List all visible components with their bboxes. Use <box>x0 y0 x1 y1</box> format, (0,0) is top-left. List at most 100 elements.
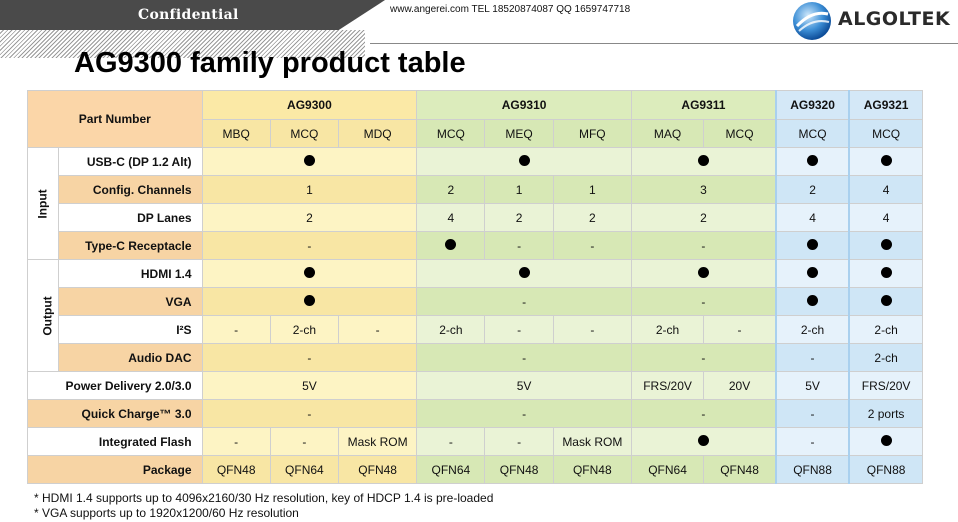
contact-info: www.angerei.com TEL 18520874087 QQ 16597… <box>390 4 631 15</box>
value-cell: 2 <box>774 175 850 204</box>
confidential-banner <box>0 0 385 30</box>
value-cell: Mask ROM <box>337 427 418 456</box>
value-cell: 2 <box>484 203 554 232</box>
bullet-cell <box>848 231 924 260</box>
row-label: Type-C Receptacle <box>58 231 203 260</box>
row-label: HDMI 1.4 <box>58 259 203 288</box>
value-cell: - <box>484 315 554 344</box>
logo-text: ALGOLTEK <box>838 8 951 30</box>
bullet-cell <box>416 231 486 260</box>
bullet-cell <box>774 287 850 316</box>
bullet-cell <box>848 427 924 456</box>
value-cell: - <box>774 399 850 428</box>
row-flash: Integrated Flash - - Mask ROM - - Mask R… <box>27 427 924 456</box>
row-hdmi: Output HDMI 1.4 <box>26 259 924 372</box>
value-cell: 1 <box>201 175 418 204</box>
value-cell: 5V <box>416 371 632 400</box>
value-cell: QFN48 <box>337 455 418 484</box>
value-cell: QFN64 <box>269 455 340 484</box>
value-cell: 2-ch <box>416 315 486 344</box>
value-cell: 2-ch <box>269 315 340 344</box>
value-cell: - <box>201 231 418 260</box>
bullet-icon <box>518 266 530 278</box>
row-label: Power Delivery 2.0/3.0 <box>27 371 203 400</box>
footnote: * HDMI 1.4 supports up to 4096x2160/30 H… <box>34 491 494 505</box>
row-label: I²S <box>58 315 203 344</box>
value-cell: - <box>201 343 418 372</box>
variant-header-row: MBQ MCQ MDQ MCQ MEQ MFQ MAQ MCQ MCQ MCQ <box>28 119 924 148</box>
value-cell: - <box>630 287 777 316</box>
bullet-icon <box>880 154 892 166</box>
bullet-cell <box>630 427 777 456</box>
header-bar: Confidential www.angerei.com TEL 1852087… <box>0 0 958 58</box>
row-label: Quick Charge™ 3.0 <box>27 399 203 428</box>
company-logo: ALGOLTEK <box>791 0 956 44</box>
value-cell: QFN64 <box>630 455 705 484</box>
bullet-cell <box>201 287 418 316</box>
value-cell: QFN88 <box>774 455 850 484</box>
group-ag9321: AG9321 <box>848 90 924 120</box>
value-cell: 4 <box>848 175 924 204</box>
value-cell: QFN48 <box>201 455 271 484</box>
bullet-cell <box>774 147 850 176</box>
value-cell: - <box>416 287 632 316</box>
value-cell: FRS/20V <box>848 371 924 400</box>
row-label: USB-C (DP 1.2 Alt) <box>58 147 203 176</box>
value-cell: 2 <box>552 203 632 232</box>
variant-cell: MCQ <box>774 119 850 148</box>
bullet-icon <box>880 266 892 278</box>
value-cell: 20V <box>703 371 777 400</box>
group-ag9311: AG9311 <box>630 90 777 120</box>
value-cell: QFN48 <box>703 455 777 484</box>
value-cell: 4 <box>416 203 486 232</box>
footnote: * VGA supports up to 1920x1200/60 Hz res… <box>34 506 299 520</box>
bullet-icon <box>880 238 892 250</box>
section-output-label: Output <box>40 295 55 336</box>
bullet-cell <box>774 231 850 260</box>
row-usbc: Input USB-C (DP 1.2 Alt) <box>26 147 924 260</box>
value-cell: 2 <box>630 203 777 232</box>
bullet-icon <box>445 238 457 250</box>
value-cell: 2 ports <box>848 399 924 428</box>
value-cell: Mask ROM <box>552 427 632 456</box>
value-cell: FRS/20V <box>630 371 705 400</box>
value-cell: QFN64 <box>416 455 486 484</box>
row-label: Integrated Flash <box>27 427 203 456</box>
bullet-icon <box>807 294 819 306</box>
bullet-icon <box>807 238 819 250</box>
header-divider <box>370 43 958 44</box>
row-config: Config. Channels 1 2 1 1 3 2 4 <box>28 175 924 204</box>
row-package: Package QFN48 QFN64 QFN48 QFN64 QFN48 QF… <box>27 455 924 484</box>
bullet-cell <box>416 259 632 288</box>
row-label: VGA <box>58 287 203 316</box>
part-number-header: Part Number <box>27 90 203 148</box>
value-cell: - <box>416 427 486 456</box>
bullet-icon <box>697 434 709 446</box>
bullet-cell <box>201 259 418 288</box>
section-input: Input <box>26 147 60 260</box>
value-cell: - <box>630 399 777 428</box>
value-cell: 2 <box>201 203 418 232</box>
confidential-label: Confidential <box>138 7 239 23</box>
row-label: Package <box>27 455 203 484</box>
bullet-cell <box>774 259 850 288</box>
group-ag9320: AG9320 <box>774 90 850 120</box>
bullet-cell <box>416 147 632 176</box>
bullet-icon <box>807 266 819 278</box>
value-cell: - <box>630 231 777 260</box>
variant-cell: MDQ <box>337 119 418 148</box>
bullet-icon <box>518 154 530 166</box>
bullet-cell <box>201 147 418 176</box>
variant-cell: MCQ <box>269 119 340 148</box>
value-cell: 2-ch <box>848 343 924 372</box>
bullet-cell <box>848 287 924 316</box>
variant-cell: MEQ <box>484 119 554 148</box>
bullet-cell <box>630 147 777 176</box>
variant-cell: MCQ <box>703 119 777 148</box>
bullet-cell <box>848 259 924 288</box>
row-label: Audio DAC <box>58 343 203 372</box>
section-input-label: Input <box>36 188 51 219</box>
value-cell: - <box>774 343 850 372</box>
value-cell: - <box>552 231 632 260</box>
stripe-decoration <box>0 30 365 58</box>
